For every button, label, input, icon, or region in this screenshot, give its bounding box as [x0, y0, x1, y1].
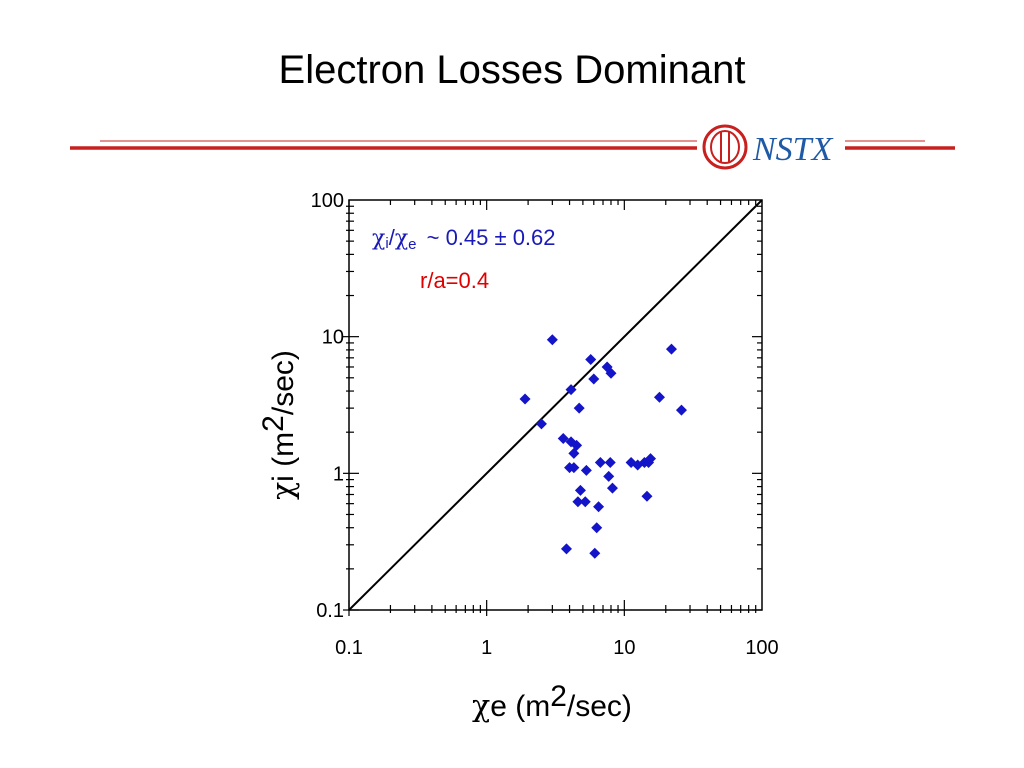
- data-point: [573, 402, 585, 414]
- data-point: [565, 384, 577, 396]
- y-tick-label: 1: [333, 463, 344, 485]
- data-point: [606, 482, 618, 494]
- x-tick-label: 0.1: [335, 637, 363, 659]
- x-tick-label: 10: [613, 637, 635, 659]
- x-tick-label: 100: [745, 637, 778, 659]
- nstx-logo-text: NSTX: [752, 131, 834, 168]
- data-point: [574, 484, 586, 496]
- data-point: [579, 496, 591, 508]
- data-point: [585, 354, 597, 366]
- unity-reference-line: [348, 199, 763, 611]
- ticks: [343, 200, 762, 616]
- nstx-logo: NSTX: [702, 124, 834, 170]
- data-point: [665, 343, 677, 355]
- x-axis-label: χe (m2/sec): [472, 680, 632, 724]
- header-rule: [70, 140, 955, 150]
- data-point: [641, 490, 653, 502]
- data-point: [589, 547, 601, 559]
- data-point: [535, 418, 547, 430]
- data-point: [572, 496, 584, 508]
- y-tick-label: 100: [311, 190, 344, 212]
- data-point: [588, 373, 600, 385]
- data-point: [546, 334, 558, 346]
- data-point: [580, 464, 592, 476]
- ratio-annotation: χi/χe ~ 0.45 ± 0.62: [372, 225, 556, 253]
- data-point: [557, 432, 569, 444]
- data-point: [591, 522, 603, 534]
- data-point: [593, 501, 605, 513]
- data-point: [675, 404, 687, 416]
- data-points: [519, 334, 687, 559]
- data-point: [560, 543, 572, 555]
- y-tick-label: 0.1: [316, 600, 344, 622]
- data-point: [604, 457, 616, 469]
- data-point: [605, 367, 617, 379]
- tick-labels: 0.1 1 10 100 0.1 1 10 100: [311, 190, 779, 659]
- y-tick-label: 10: [322, 327, 344, 349]
- data-point: [568, 462, 580, 474]
- slide-title: Electron Losses Dominant: [278, 48, 746, 92]
- data-point: [653, 391, 665, 403]
- data-point: [594, 457, 606, 469]
- radius-annotation: r/a=0.4: [420, 268, 489, 293]
- x-tick-label: 1: [481, 637, 492, 659]
- data-point: [519, 393, 531, 405]
- data-point: [645, 453, 657, 465]
- data-point: [603, 470, 615, 482]
- y-axis-label: χi (m2/sec): [257, 350, 301, 500]
- data-point: [571, 439, 583, 451]
- plot-frame: [348, 199, 763, 611]
